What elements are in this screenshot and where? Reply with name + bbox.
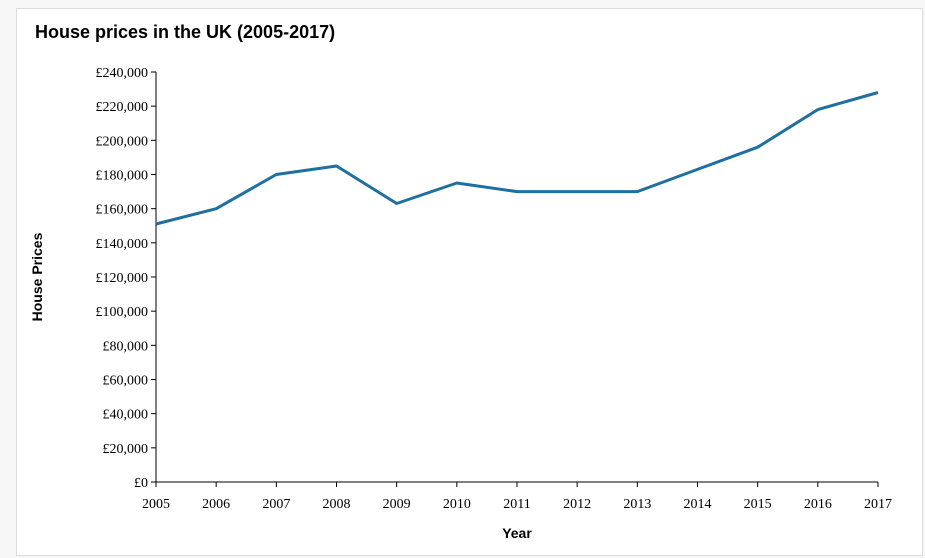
y-tick-label: £0 [134, 476, 148, 491]
data-point [875, 90, 881, 96]
x-tick-label: 2005 [142, 497, 170, 512]
y-tick-label: £200,000 [96, 134, 149, 149]
x-tick-label: 2017 [864, 497, 892, 512]
x-axis-title: Year [502, 525, 532, 541]
x-tick-label: 2007 [262, 497, 290, 512]
data-point [213, 206, 219, 212]
data-point [454, 180, 460, 186]
data-point [695, 166, 701, 172]
data-point [755, 144, 761, 150]
y-tick-label: £140,000 [96, 237, 149, 252]
x-tick-label: 2016 [804, 497, 832, 512]
y-tick-label: £20,000 [103, 442, 149, 457]
x-tick-label: 2011 [503, 497, 530, 512]
data-point [153, 221, 159, 227]
x-tick-label: 2009 [383, 497, 411, 512]
y-tick-label: £100,000 [96, 305, 149, 320]
y-tick-label: £80,000 [103, 339, 149, 354]
data-point [514, 189, 520, 195]
series-line-house-prices [155, 91, 879, 226]
x-tick-label: 2015 [744, 497, 772, 512]
y-tick-label: £160,000 [96, 203, 149, 218]
x-tick-label: 2010 [443, 497, 471, 512]
x-tick-label: 2013 [623, 497, 651, 512]
data-point [273, 172, 279, 178]
y-tick-label: £180,000 [96, 169, 149, 184]
y-axis-title: House Prices [29, 232, 45, 321]
y-axis-ticks: £0 £20,000 £40,000 £60,000 £80,000 £100,000 £1… [96, 66, 156, 491]
y-tick-label: £40,000 [103, 408, 149, 423]
data-point [334, 163, 340, 169]
data-point [394, 201, 400, 207]
y-tick-label: £220,000 [96, 100, 149, 115]
x-tick-label: 2006 [202, 497, 230, 512]
y-tick-label: £240,000 [96, 66, 149, 81]
x-tick-label: 2008 [323, 497, 351, 512]
series-points [153, 90, 881, 228]
data-point [815, 107, 821, 113]
y-tick-label: £60,000 [103, 374, 149, 389]
y-tick-label: £120,000 [96, 271, 149, 286]
chart-title: House prices in the UK (2005-2017) [35, 22, 336, 42]
chart-frame [16, 8, 923, 556]
x-tick-label: 2012 [563, 497, 591, 512]
data-point [574, 189, 580, 195]
x-tick-label: 2014 [684, 497, 712, 512]
data-point [634, 189, 640, 195]
x-axis-ticks: 2005 2006 2007 2008 2009 2010 2011 2012 2013 2014… [142, 482, 892, 512]
